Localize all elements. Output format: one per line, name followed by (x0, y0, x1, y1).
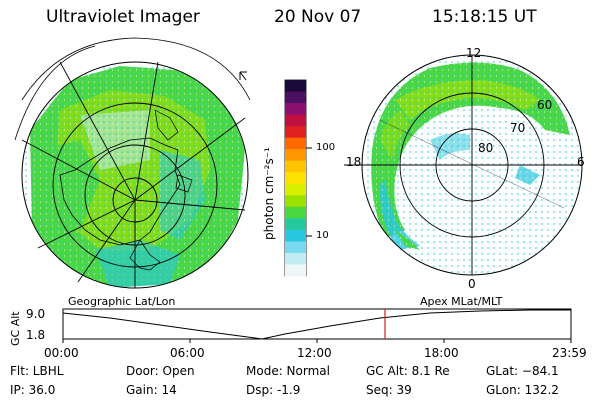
colorbar-swatch (285, 114, 306, 127)
colorbar-tick-100: 100 (316, 142, 336, 153)
altitude-ytick-low: 1.8 (26, 328, 46, 342)
colorbar-swatch (285, 103, 306, 116)
colorbar-swatch (285, 229, 306, 242)
status-gc-alt: GC Alt: 8.1 Re (366, 364, 450, 378)
colorbar-swatch (285, 183, 306, 196)
altitude-xtick-0600: 06:00 (170, 346, 205, 360)
status-glat: GLat: −84.1 (486, 364, 559, 378)
colorbar-swatch (285, 264, 306, 277)
status-gain: Gain: 14 (126, 383, 177, 397)
altitude-plot (62, 308, 572, 343)
altitude-xtick-0000: 00:00 (44, 346, 79, 360)
status-seq: Seq: 39 (366, 383, 412, 397)
colorbar-tick-10: 10 (316, 230, 329, 241)
status-glon: GLon: 132.2 (486, 383, 559, 397)
colorbar-swatch (285, 252, 306, 265)
mlt-label-0: 0 (468, 277, 476, 291)
colorbar-swatch (285, 241, 306, 254)
image-time: 15:18:15 UT (432, 7, 537, 27)
colorbar (284, 79, 312, 277)
colorbar-swatch (285, 206, 306, 219)
altitude-xtick-1200: 12:00 (297, 346, 332, 360)
image-date: 20 Nov 07 (274, 7, 362, 27)
status-mode: Mode: Normal (246, 364, 330, 378)
mlat-label-80: 80 (478, 141, 494, 155)
status-ip: IP: 36.0 (10, 383, 56, 397)
apex-panel-label: Apex MLat/MLT (420, 295, 503, 308)
altitude-ytick-high: 9.0 (26, 307, 46, 321)
altitude-xtick-2359: 23:59 (552, 346, 587, 360)
colorbar-swatch (285, 137, 306, 150)
geographic-map (14, 37, 251, 289)
colorbar-swatch (285, 160, 306, 173)
north-arrow-icon (239, 71, 247, 81)
colorbar-swatch (285, 149, 306, 162)
status-dsp: Dsp: -1.9 (246, 383, 301, 397)
apex-map (344, 54, 583, 276)
mlt-label-6: 6 (577, 155, 585, 169)
colorbar-swatch (285, 91, 306, 104)
altitude-xtick-1800: 18:00 (424, 346, 459, 360)
mlt-label-18: 18 (346, 155, 362, 169)
mlat-label-70: 70 (510, 121, 526, 135)
image-title: Ultraviolet Imager (46, 7, 200, 27)
status-flt: Flt: LBHL (10, 364, 64, 378)
status-door: Door: Open (126, 364, 195, 378)
colorbar-swatch (285, 218, 306, 231)
colorbar-swatch (285, 126, 306, 139)
geo-panel-label: Geographic Lat/Lon (68, 295, 176, 308)
colorbar-unit-label: photon cm⁻²s⁻¹ (262, 147, 276, 240)
mlt-label-12: 12 (466, 46, 482, 60)
altitude-ylabel: GC Alt (9, 311, 22, 346)
colorbar-swatch (285, 80, 306, 93)
colorbar-swatch (285, 195, 306, 208)
colorbar-swatch (285, 172, 306, 185)
mlat-label-60: 60 (537, 98, 553, 112)
